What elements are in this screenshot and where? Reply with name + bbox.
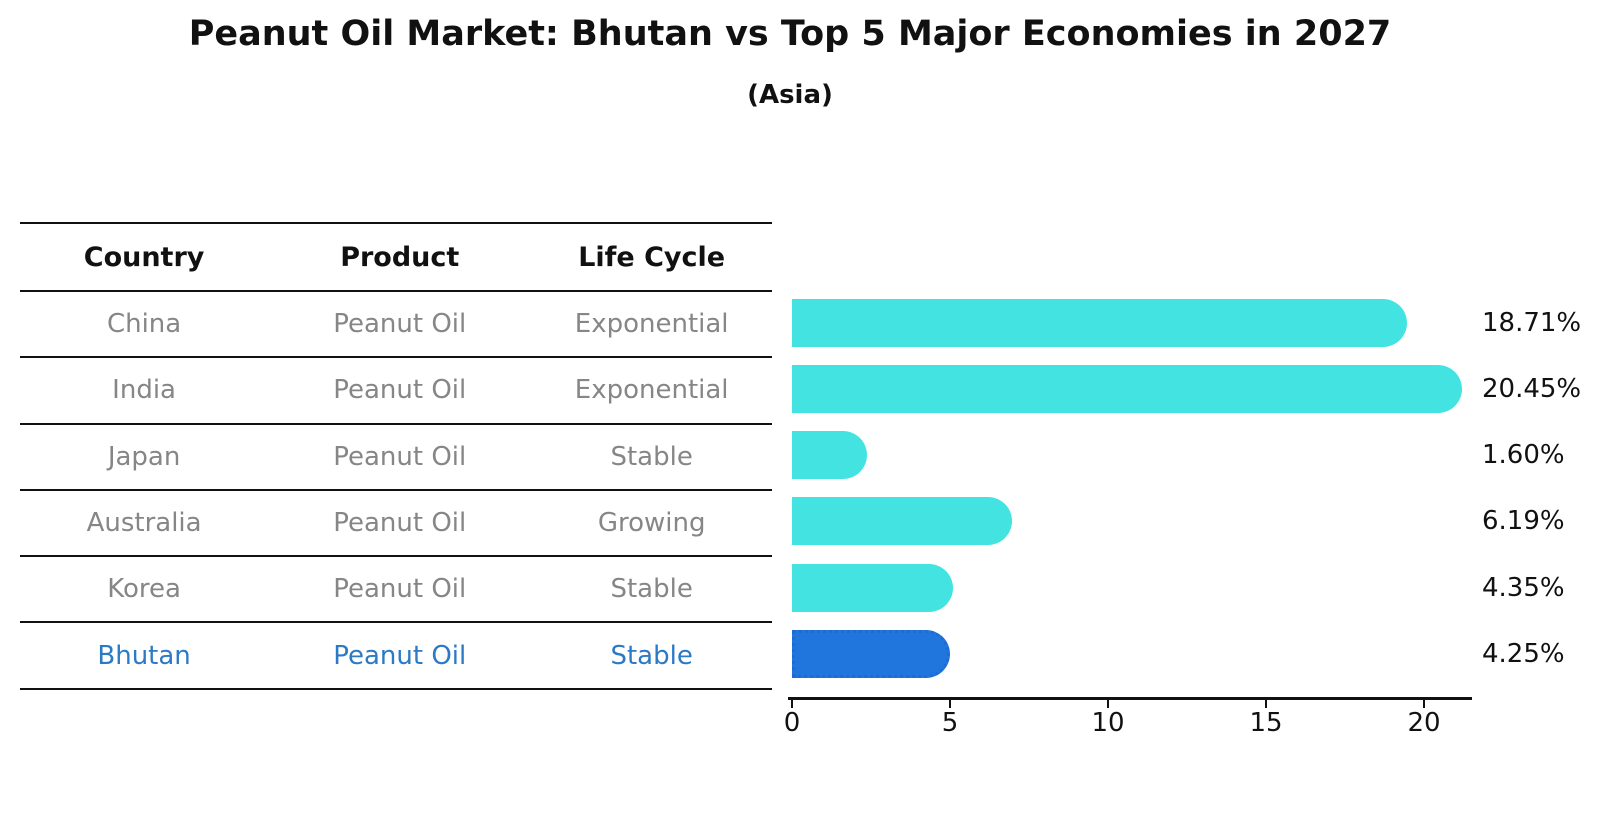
cell-product: Peanut Oil bbox=[333, 375, 467, 406]
bar-bhutan bbox=[792, 630, 951, 679]
bar-japan bbox=[792, 431, 867, 480]
cell-life_cycle: Exponential bbox=[574, 375, 729, 406]
value-label-korea: 4.35% bbox=[1482, 572, 1565, 603]
table-row-india: India Peanut Oil Exponential bbox=[20, 358, 772, 425]
cell-product: Peanut Oil bbox=[333, 640, 467, 671]
cell-country: Japan bbox=[107, 441, 181, 472]
x-tick-label-20: 20 bbox=[1407, 708, 1441, 738]
cell-life_cycle: Stable bbox=[610, 574, 693, 605]
value-label-china: 18.71% bbox=[1482, 307, 1582, 338]
cell-product: Peanut Oil bbox=[333, 574, 467, 605]
bar-china bbox=[792, 298, 1408, 347]
x-tick-15 bbox=[1265, 699, 1267, 708]
cell-life_cycle: Growing bbox=[597, 508, 706, 539]
x-tick-label-15: 15 bbox=[1249, 708, 1283, 738]
chart-title: Peanut Oil Market: Bhutan vs Top 5 Major… bbox=[188, 14, 1392, 54]
cell-country: Korea bbox=[107, 574, 181, 605]
x-axis-line bbox=[788, 697, 1472, 700]
value-label-bhutan: 4.25% bbox=[1482, 639, 1565, 670]
cell-product: Peanut Oil bbox=[333, 508, 467, 539]
x-tick-label-0: 0 bbox=[783, 708, 801, 738]
x-tick-20 bbox=[1423, 699, 1425, 708]
table-row-japan: Japan Peanut Oil Stable bbox=[20, 425, 772, 491]
cell-country: Bhutan bbox=[97, 640, 191, 671]
x-tick-0 bbox=[791, 699, 793, 708]
table-header-row: Country Product Life Cycle bbox=[20, 222, 772, 292]
cell-product: Peanut Oil bbox=[333, 309, 467, 340]
cell-life_cycle: Exponential bbox=[574, 309, 729, 340]
country-table: Country Product Life Cycle China Peanut O… bbox=[20, 222, 772, 690]
table-row-china: China Peanut Oil Exponential bbox=[20, 292, 772, 359]
value-label-india: 20.45% bbox=[1482, 373, 1582, 404]
column-header-lifecycle: Life Cycle bbox=[578, 241, 726, 273]
cell-life_cycle: Stable bbox=[610, 441, 693, 472]
cell-country: China bbox=[106, 309, 182, 340]
column-header-product: Product bbox=[340, 241, 460, 273]
cell-country: Australia bbox=[86, 508, 202, 539]
value-label-japan: 1.60% bbox=[1482, 440, 1565, 471]
bar-india bbox=[792, 364, 1463, 413]
column-header-country: Country bbox=[83, 241, 205, 273]
chart-subtitle: (Asia) bbox=[747, 80, 833, 110]
cell-life_cycle: Stable bbox=[610, 640, 693, 671]
table-row-australia: Australia Peanut Oil Growing bbox=[20, 491, 772, 558]
x-tick-label-10: 10 bbox=[1091, 708, 1125, 738]
x-tick-5 bbox=[949, 699, 951, 708]
table-row-bhutan: Bhutan Peanut Oil Stable bbox=[20, 623, 772, 690]
x-tick-label-5: 5 bbox=[941, 708, 959, 738]
cell-product: Peanut Oil bbox=[333, 441, 467, 472]
table-row-korea: Korea Peanut Oil Stable bbox=[20, 557, 772, 624]
x-tick-10 bbox=[1107, 699, 1109, 708]
cell-country: India bbox=[112, 375, 176, 406]
bar-australia bbox=[792, 497, 1012, 546]
value-label-australia: 6.19% bbox=[1482, 506, 1565, 537]
bar-korea bbox=[792, 563, 954, 612]
